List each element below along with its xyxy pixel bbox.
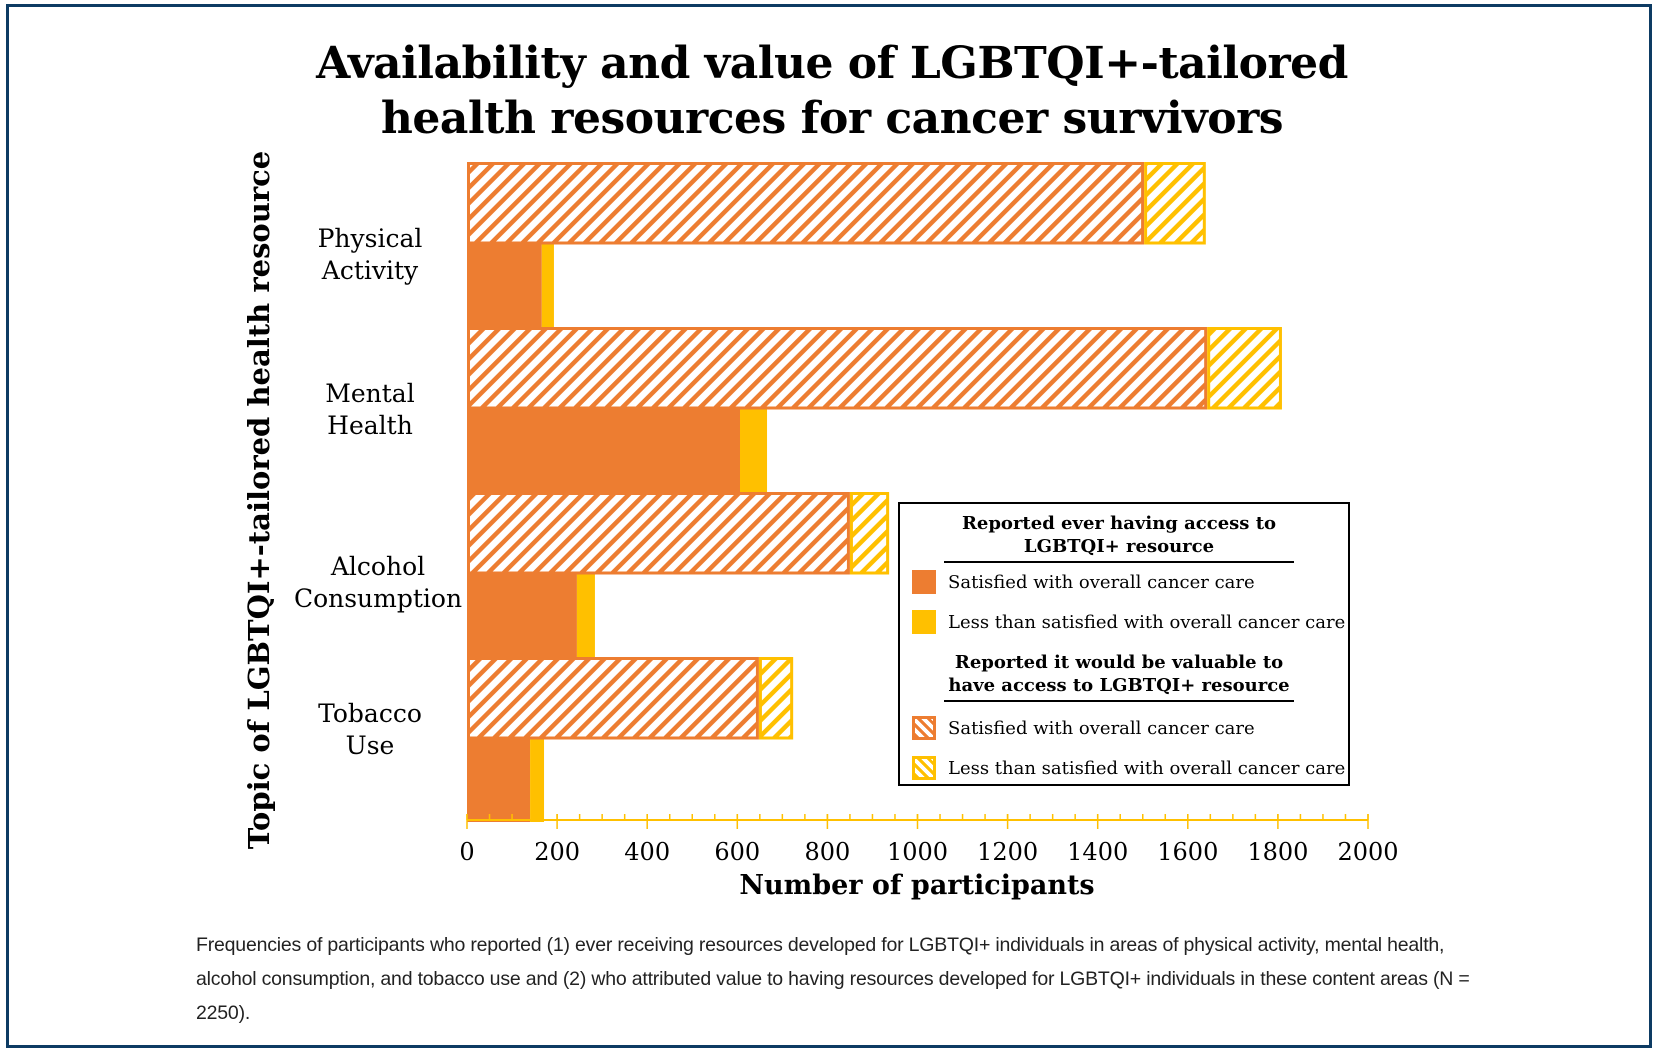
x-tick-label: 400: [624, 838, 671, 866]
category-label-physical-activity: Physical Activity: [270, 223, 470, 287]
legend-item-access-satisfied: Satisfied with overall cancer care: [912, 570, 1255, 594]
bars-group: [467, 162, 1282, 822]
legend-item-valuable-less-satisfied: Less than satisfied with overall cancer …: [912, 756, 1345, 780]
bar-valuable-satisfied-alcohol-consumption: [467, 492, 850, 575]
bar-access-satisfied-physical-activity: [467, 244, 542, 327]
category-label-line: Health: [327, 410, 413, 440]
bar-valuable-satisfied-tobacco-use: [467, 657, 759, 740]
bar-valuable-less-satisfied-physical-activity: [1144, 162, 1206, 245]
legend-item-valuable-satisfied: Satisfied with overall cancer care: [912, 716, 1255, 740]
chart-title: Availability and value of LGBTQI+-tailor…: [0, 36, 1664, 146]
legend-item-access-less-satisfied: Less than satisfied with overall cancer …: [912, 610, 1345, 634]
legend-heading-valuable-line-1: Reported it would be valuable to: [954, 652, 1284, 673]
bar-valuable-less-satisfied-mental-health: [1207, 327, 1282, 410]
x-tick-label: 1600: [1157, 838, 1219, 866]
bar-valuable-less-satisfied-alcohol-consumption: [849, 492, 890, 575]
figure-caption: Frequencies of participants who reported…: [196, 934, 1470, 1024]
x-tick-label: 2000: [1337, 838, 1399, 866]
x-tick-label: 800: [804, 838, 851, 866]
category-label-line: Mental: [325, 378, 415, 408]
x-tick-label: 1400: [1067, 838, 1129, 866]
bar-access-satisfied-tobacco-use: [467, 739, 531, 822]
bar-valuable-less-satisfied-tobacco-use: [758, 657, 794, 740]
legend-swatch-hatch-yellow: [912, 756, 936, 780]
x-tick-label: 0: [459, 838, 475, 866]
chart-title-line-2: health resources for cancer survivors: [380, 93, 1284, 144]
legend-swatch-solid-yellow: [912, 610, 936, 634]
legend: Reported ever having access to LGBTQI+ r…: [898, 502, 1350, 786]
category-label-line: Consumption: [293, 583, 463, 613]
legend-label: Satisfied with overall cancer care: [948, 571, 1255, 593]
category-label-line: Use: [345, 730, 395, 760]
category-label-line: Alcohol: [330, 551, 426, 581]
legend-heading-access: Reported ever having access to LGBTQI+ r…: [944, 512, 1294, 563]
bar-access-less-satisfied-tobacco-use: [530, 739, 545, 822]
bar-access-less-satisfied-mental-health: [740, 409, 768, 492]
x-tick-label: 200: [534, 838, 580, 866]
chart-title-line-1: Availability and value of LGBTQI+-tailor…: [316, 38, 1348, 89]
legend-label: Less than satisfied with overall cancer …: [948, 757, 1346, 779]
category-label-line: Activity: [321, 255, 419, 285]
x-tick-label: 1000: [886, 838, 949, 866]
legend-swatch-solid-orange: [912, 570, 936, 594]
x-tick-label: 1200: [977, 838, 1039, 866]
x-axis: [466, 814, 1369, 829]
legend-heading-access-line-2: LGBTQI+ resource: [1023, 536, 1215, 557]
bar-access-satisfied-mental-health: [467, 409, 741, 492]
x-axis-label: Number of participants: [739, 870, 1095, 901]
category-label-mental-health: Mental Health: [270, 378, 470, 442]
x-tick-label: 600: [714, 838, 761, 866]
bar-access-less-satisfied-alcohol-consumption: [576, 574, 595, 657]
legend-heading-valuable-line-2: have access to LGBTQI+ resource: [948, 675, 1290, 696]
bar-access-satisfied-alcohol-consumption: [467, 574, 577, 657]
bar-valuable-satisfied-mental-health: [467, 327, 1208, 410]
category-label-line: Tobacco: [318, 698, 422, 728]
category-label-tobacco-use: Tobacco Use: [270, 698, 470, 762]
x-tick-label: 1800: [1247, 838, 1309, 866]
category-label-line: Physical: [317, 223, 423, 253]
bar-valuable-satisfied-physical-activity: [467, 162, 1145, 245]
legend-label: Satisfied with overall cancer care: [948, 717, 1255, 739]
legend-swatch-hatch-orange: [912, 716, 936, 740]
legend-heading-valuable: Reported it would be valuable to have ac…: [944, 651, 1294, 702]
legend-label: Less than satisfied with overall cancer …: [948, 611, 1346, 633]
category-label-alcohol-consumption: Alcohol Consumption: [278, 551, 478, 615]
legend-heading-access-line-1: Reported ever having access to: [961, 513, 1277, 534]
bar-access-less-satisfied-physical-activity: [541, 244, 554, 327]
